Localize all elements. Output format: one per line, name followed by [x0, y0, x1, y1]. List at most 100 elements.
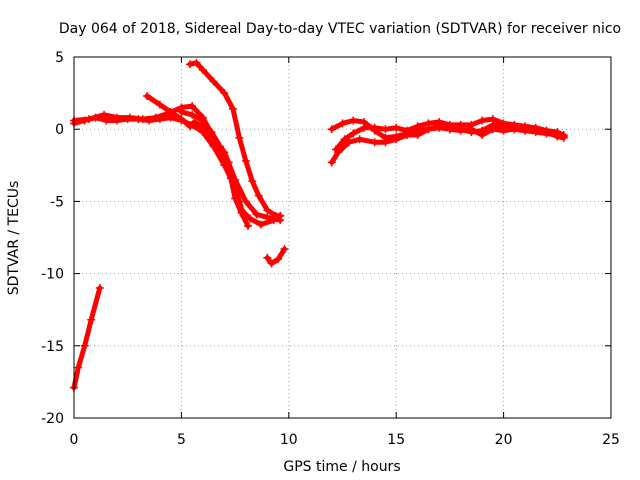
data-point — [381, 125, 390, 134]
data-point — [467, 128, 476, 137]
data-point — [241, 197, 250, 206]
data-point — [95, 284, 104, 293]
x-tick-label: 25 — [602, 432, 620, 448]
data-point — [553, 132, 562, 141]
data-point — [274, 255, 283, 264]
data-point — [177, 107, 186, 116]
series-line-segment-rise-peak — [144, 93, 283, 223]
data-point — [435, 122, 444, 131]
data-point — [188, 102, 197, 111]
data-point — [263, 253, 272, 262]
y-tick-label: 5 — [55, 50, 64, 66]
data-point — [239, 211, 248, 220]
data-point — [241, 156, 250, 165]
data-point — [280, 245, 289, 254]
y-axis-label: SDTVAR / TECUs — [6, 181, 22, 296]
data-point — [125, 113, 134, 122]
data-point — [220, 148, 229, 157]
data-point — [102, 116, 111, 125]
data-point — [243, 221, 252, 230]
data-point — [254, 191, 263, 200]
x-tick-label: 5 — [177, 432, 186, 448]
y-tick-label: -15 — [41, 339, 64, 355]
data-point — [138, 115, 147, 124]
y-tick-label: -5 — [50, 194, 64, 210]
data-point — [359, 117, 368, 126]
data-point — [263, 213, 272, 222]
data-point — [252, 210, 261, 219]
series — [70, 58, 568, 392]
data-point — [338, 119, 347, 128]
data-point — [531, 126, 540, 135]
plot-frame — [73, 56, 612, 419]
data-point — [100, 110, 109, 119]
data-point — [246, 214, 255, 223]
data-point — [488, 120, 497, 129]
data-point — [402, 129, 411, 138]
data-point — [542, 128, 551, 137]
data-point — [510, 125, 519, 134]
y-tick-label: -20 — [41, 411, 64, 427]
x-tick-label: 15 — [387, 432, 405, 448]
data-point — [220, 89, 229, 98]
series-line-segment-early-low — [71, 285, 103, 391]
data-point — [228, 104, 237, 113]
data-point — [456, 125, 465, 134]
grid — [74, 57, 611, 418]
data-point — [332, 145, 341, 154]
data-point — [231, 175, 240, 184]
x-tick-labels: 0 5 10 15 20 25 — [70, 432, 620, 448]
data-point — [349, 129, 358, 138]
y-tick-labels: 5 0 -5 -10 -15 -20 — [41, 50, 64, 427]
data-point — [151, 113, 160, 122]
data-point — [267, 259, 276, 268]
data-point — [263, 206, 272, 215]
data-point — [143, 91, 152, 100]
data-point — [478, 116, 487, 125]
data-point — [248, 177, 257, 186]
data-point — [340, 135, 349, 144]
data-point — [185, 122, 194, 131]
data-point — [256, 220, 265, 229]
data-point — [85, 115, 94, 124]
data-point — [112, 113, 121, 122]
data-point — [198, 65, 207, 74]
data-point — [177, 115, 186, 124]
y-tick-label: 0 — [55, 122, 64, 138]
data-point — [478, 126, 487, 135]
data-point — [209, 77, 218, 86]
x-tick-label: 10 — [280, 432, 298, 448]
data-point — [381, 133, 390, 142]
data-point — [559, 133, 568, 142]
data-point — [355, 135, 364, 144]
x-tick-label: 0 — [70, 432, 79, 448]
data-point — [424, 125, 433, 134]
data-point — [235, 133, 244, 142]
data-point — [370, 126, 379, 135]
data-point — [327, 158, 336, 167]
data-point — [327, 125, 336, 134]
data-point — [166, 107, 175, 116]
data-point — [392, 123, 401, 132]
data-point — [188, 110, 197, 119]
data-point — [370, 138, 379, 147]
ticks — [73, 56, 612, 419]
x-tick-label: 20 — [495, 432, 513, 448]
data-point — [185, 60, 194, 69]
data-point — [344, 138, 353, 147]
series-line-segment-low-hook — [264, 246, 287, 266]
data-point — [413, 126, 422, 135]
data-point — [276, 211, 285, 220]
y-tick-label: -10 — [41, 267, 64, 283]
data-point — [499, 122, 508, 131]
data-point — [349, 116, 358, 125]
data-point — [155, 100, 164, 109]
data-point — [521, 126, 530, 135]
data-point — [80, 341, 89, 350]
x-axis-label: GPS time / hours — [283, 459, 400, 475]
data-point — [445, 125, 454, 134]
data-point — [190, 117, 199, 126]
data-point — [198, 122, 207, 131]
data-point — [209, 133, 218, 142]
